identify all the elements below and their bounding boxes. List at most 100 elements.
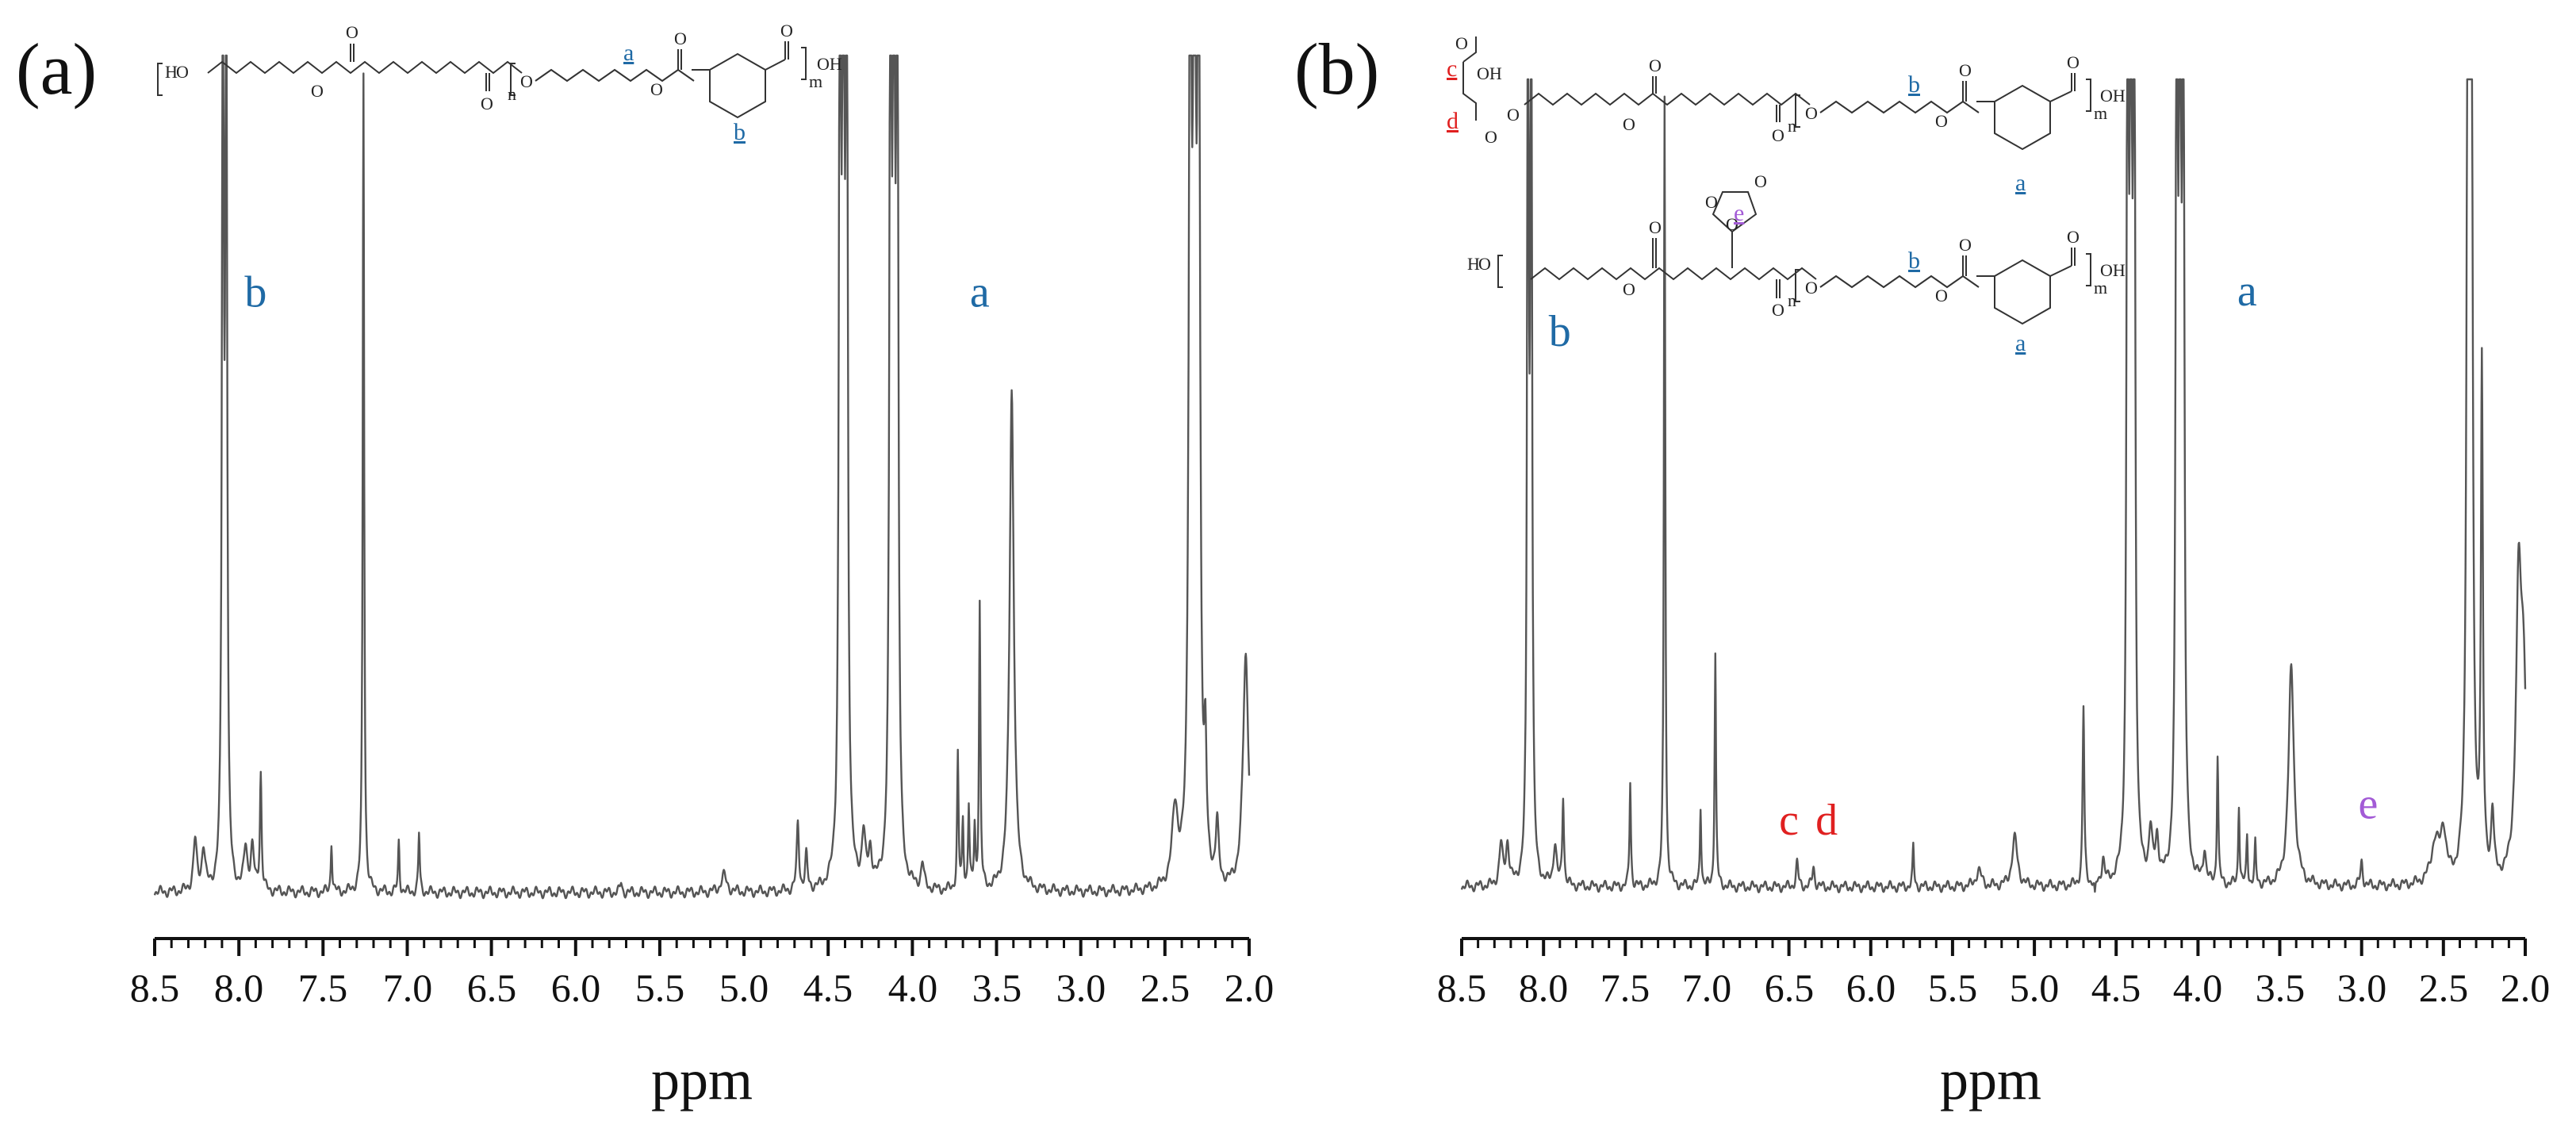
structure-label-b: b [1908, 71, 1920, 98]
atom-label: O [520, 71, 533, 91]
atom-label: O [1935, 286, 1948, 305]
panel-b-structure-atoms: O OH O O O O O n O O O O m OH c d b a H … [1447, 33, 2126, 356]
panel-a-tick-label: 6.0 [551, 966, 601, 1010]
panel-b-peak-label-a: a [2237, 267, 2257, 316]
panel-a-tick-label: 8.5 [130, 966, 180, 1010]
panel-b-tick-label: 2.5 [2419, 966, 2469, 1010]
atom-label: O [1705, 192, 1718, 212]
panel-b-peak-label-d: d [1815, 796, 1838, 845]
panel-b-tick-labels: 8.5 8.0 7.5 7.0 6.5 6.0 5.5 5.0 4.5 4.0 … [1437, 966, 2551, 1010]
panel-b-tick-label: 8.5 [1437, 966, 1487, 1010]
panel-a-tag: (a) [16, 29, 97, 109]
structure-label-a: a [623, 40, 634, 66]
panel-a-peak-label-a: a [970, 268, 990, 317]
atom-label: O [1478, 254, 1491, 274]
atom-label: O [176, 62, 189, 82]
panel-b-peak-label-c: c [1779, 796, 1799, 845]
panel-b-tick-label: 7.5 [1600, 966, 1650, 1010]
panel-b-structure-top [1462, 36, 2091, 151]
atom-label: m [809, 71, 822, 91]
panel-a-tick-label: 2.5 [1140, 966, 1190, 1010]
panel-b-tick-label: 3.0 [2337, 966, 2387, 1010]
panel-a-peak-label-b: b [244, 268, 266, 317]
panel-a-spectrum-line [153, 54, 1251, 900]
panel-b-structure-bottom [1497, 191, 2091, 325]
atom-label: O [1485, 127, 1497, 147]
atom-label: OH [817, 54, 842, 74]
panel-b-tick-label: 4.0 [2173, 966, 2223, 1010]
panel-a-tick-labels: 8.5 8.0 7.5 7.0 6.5 6.0 5.5 5.0 4.5 4.0 … [130, 966, 1275, 1010]
panel-a-tick-label: 7.0 [383, 966, 433, 1010]
atom-label: O [481, 94, 493, 113]
atom-label: H [165, 62, 178, 82]
atom-label: O [674, 29, 687, 48]
panel-b-x-axis-title: ppm [1940, 1048, 2041, 1112]
atom-label: O [650, 79, 663, 99]
panel-a-x-axis-title: ppm [651, 1048, 753, 1112]
structure-label-c: c [1447, 56, 1457, 82]
panel-b-tick-label: 7.0 [1682, 966, 1732, 1010]
atom-label: O [1455, 33, 1468, 53]
panel-b-peak-label-e: e [2358, 780, 2378, 829]
atom-label: OH [1477, 63, 1502, 83]
atom-label: O [1772, 125, 1784, 145]
panel-b-ticks [1460, 939, 2527, 956]
atom-label: O [1805, 103, 1818, 123]
panel-b-tick-label: 3.5 [2256, 966, 2306, 1010]
panel-b-tick-label: 6.5 [1765, 966, 1815, 1010]
atom-label: O [346, 22, 358, 42]
atom-label: O [1754, 171, 1767, 191]
panel-a-tick-label: 5.5 [635, 966, 685, 1010]
panel-a-tick-label: 6.5 [467, 966, 517, 1010]
atom-label: O [1507, 105, 1520, 125]
structure-label-b: b [734, 119, 746, 145]
atom-label: O [1959, 60, 1972, 80]
structure-label-a: a [2015, 330, 2026, 356]
atom-label: O [1649, 56, 1662, 75]
atom-label: n [1788, 116, 1796, 136]
atom-label: O [1726, 214, 1738, 234]
atom-label: O [1772, 300, 1784, 320]
atom-label: O [1623, 114, 1635, 134]
panel-b-tick-label: 5.5 [1928, 966, 1978, 1010]
structure-label-b: b [1908, 248, 1920, 274]
panel-a-tick-label: 5.0 [719, 966, 769, 1010]
panel-a-structure-atoms: H O O O O n O O O O m OH a b [165, 21, 842, 145]
panel-b-spectrum-line [1460, 78, 2527, 893]
atom-label: O [780, 21, 793, 40]
panel-a-tick-label: 3.0 [1056, 966, 1106, 1010]
atom-label: O [1623, 279, 1635, 299]
panel-a-tick-label: 8.0 [214, 966, 264, 1010]
panel-b-tag: (b) [1294, 29, 1379, 109]
panel-b-tick-label: 5.0 [2010, 966, 2060, 1010]
atom-label: n [508, 84, 516, 104]
atom-label: OH [2100, 86, 2126, 106]
panel-a: (a) 8.5 8.0 7.5 7.0 6.5 6.0 5.5 5.0 4.5 … [16, 21, 1274, 1112]
atom-label: m [2094, 103, 2107, 123]
panel-b-tick-label: 4.5 [2091, 966, 2141, 1010]
panel-a-peak-labels: b a [244, 268, 989, 317]
structure-label-d: d [1447, 108, 1459, 134]
structure-label-e: e [1734, 200, 1744, 226]
atom-label: O [1805, 278, 1818, 298]
panel-a-tick-label: 4.5 [803, 966, 853, 1010]
atom-label: H [1467, 254, 1480, 274]
panel-a-tick-label: 3.5 [972, 966, 1022, 1010]
atom-label: O [311, 81, 324, 101]
panel-a-structure [157, 41, 807, 119]
panel-b-x-axis: 8.5 8.0 7.5 7.0 6.5 6.0 5.5 5.0 4.5 4.0 … [1437, 937, 2551, 1112]
panel-a-tick-label: 7.5 [298, 966, 348, 1010]
panel-a-tick-label: 2.0 [1225, 966, 1275, 1010]
atom-label: O [1649, 217, 1662, 237]
panel-a-x-axis: 8.5 8.0 7.5 7.0 6.5 6.0 5.5 5.0 4.5 4.0 … [130, 937, 1275, 1112]
panel-b: (b) 8.5 8.0 7.5 7.0 6.5 6.0 5.5 5.0 4.5 … [1294, 29, 2550, 1112]
atom-label: n [1788, 290, 1796, 310]
panel-b-tick-label: 8.0 [1519, 966, 1569, 1010]
atom-label: OH [2100, 260, 2126, 280]
atom-label: O [2067, 52, 2080, 72]
panel-b-peak-label-b: b [1549, 307, 1571, 356]
panel-b-tick-label: 6.0 [1846, 966, 1896, 1010]
panel-a-ticks [153, 939, 1251, 956]
structure-label-a: a [2015, 170, 2026, 196]
